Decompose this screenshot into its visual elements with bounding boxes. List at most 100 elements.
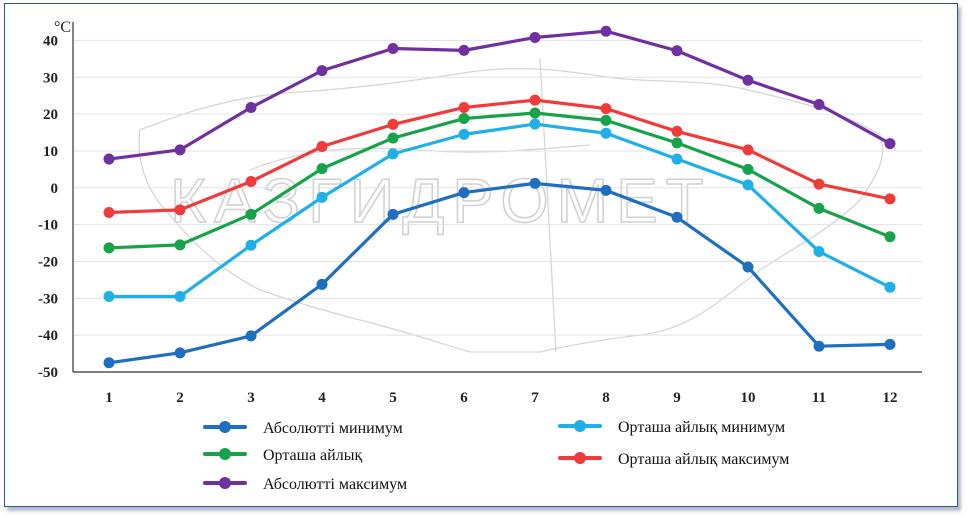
data-point: [671, 45, 683, 57]
legend-swatch-marker: [574, 420, 586, 432]
x-tick-label: 2: [176, 390, 184, 406]
legend-label: Абсолютті минимум: [263, 420, 403, 437]
data-point: [458, 44, 470, 56]
data-point: [245, 330, 257, 342]
series-4: [103, 118, 896, 302]
data-point: [884, 193, 896, 205]
legend-label: Абсолютті максимум: [263, 476, 407, 493]
legend-item: Орташа айлық: [203, 447, 362, 464]
data-point: [316, 191, 328, 203]
legend-label: Орташа айлық минимум: [618, 419, 785, 436]
data-point: [742, 144, 754, 156]
y-axis-unit: °C: [54, 19, 71, 36]
y-tick-label: 30: [43, 70, 58, 86]
legend-item: Орташа айлық минимум: [558, 419, 785, 436]
series-5: [103, 94, 896, 218]
data-point: [458, 101, 470, 113]
data-point: [245, 239, 257, 251]
x-tick-label: 1: [105, 390, 113, 406]
data-point: [174, 290, 186, 302]
data-point: [316, 141, 328, 153]
data-point: [245, 101, 257, 113]
y-tick-label: 10: [43, 144, 58, 160]
legend-label: Орташа айлық максимум: [618, 451, 789, 468]
x-tick-label: 9: [673, 390, 681, 406]
legend-swatch-marker: [219, 448, 231, 460]
data-point: [387, 132, 399, 144]
data-point: [529, 94, 541, 106]
y-tick-label: -30: [38, 291, 58, 307]
data-point: [529, 177, 541, 189]
data-point: [316, 278, 328, 290]
data-point: [600, 25, 612, 37]
data-point: [742, 74, 754, 86]
data-point: [245, 176, 257, 188]
data-point: [245, 208, 257, 220]
data-point: [813, 99, 825, 111]
y-tick-label: -50: [38, 365, 58, 381]
series-2: [103, 107, 896, 254]
data-point: [174, 204, 186, 216]
series-line: [107, 29, 892, 161]
series-3: [103, 25, 896, 165]
y-tick-label: 0: [51, 181, 59, 197]
data-point: [103, 242, 115, 254]
x-tick-label: 6: [460, 390, 468, 406]
data-point: [884, 231, 896, 243]
series-line: [107, 111, 892, 250]
data-point: [600, 127, 612, 139]
legend-swatch-marker: [574, 452, 586, 464]
data-point: [884, 338, 896, 350]
legend: Абсолютті минимум Орташа айлық Абсолютті м…: [203, 419, 789, 493]
data-point: [671, 125, 683, 137]
data-point: [174, 239, 186, 251]
data-point: [103, 153, 115, 165]
grid: [73, 39, 922, 336]
series-1: [103, 177, 896, 369]
data-point: [742, 261, 754, 273]
data-point: [884, 138, 896, 150]
data-point: [458, 128, 470, 140]
data-point: [458, 113, 470, 125]
data-point: [600, 184, 612, 196]
data-point: [813, 202, 825, 214]
data-point: [316, 65, 328, 77]
legend-label: Орташа айлық: [263, 447, 362, 464]
data-point: [387, 118, 399, 130]
y-tick-label: -20: [38, 254, 58, 270]
data-point: [671, 137, 683, 149]
x-tick-label: 5: [389, 390, 397, 406]
data-point: [600, 103, 612, 115]
data-point: [671, 211, 683, 223]
data-point: [103, 290, 115, 302]
data-point: [529, 31, 541, 43]
data-point: [600, 114, 612, 126]
legend-swatch-marker: [219, 421, 231, 433]
y-tick-label: -10: [38, 218, 58, 234]
data-point: [813, 178, 825, 190]
data-point: [529, 118, 541, 130]
y-tick-label: 40: [43, 33, 58, 49]
legend-item: Абсолютті максимум: [203, 476, 407, 493]
x-tick-label: 4: [318, 390, 326, 406]
data-point: [387, 208, 399, 220]
x-tick-label: 3: [247, 390, 255, 406]
map-outline: [138, 57, 884, 353]
data-point: [813, 246, 825, 258]
x-tick-label: 8: [602, 390, 610, 406]
data-point: [316, 163, 328, 175]
data-point: [387, 148, 399, 160]
x-tick-label: 10: [741, 390, 756, 406]
data-point: [174, 144, 186, 156]
series-line: [107, 98, 892, 215]
legend-swatch-marker: [219, 477, 231, 489]
data-point: [103, 206, 115, 218]
data-point: [742, 163, 754, 175]
data-point: [529, 107, 541, 119]
data-point: [884, 281, 896, 293]
data-point: [671, 153, 683, 165]
x-tick-label: 12: [883, 390, 898, 406]
x-tick-label: 11: [812, 390, 826, 406]
legend-item: Орташа айлық максимум: [558, 451, 789, 468]
